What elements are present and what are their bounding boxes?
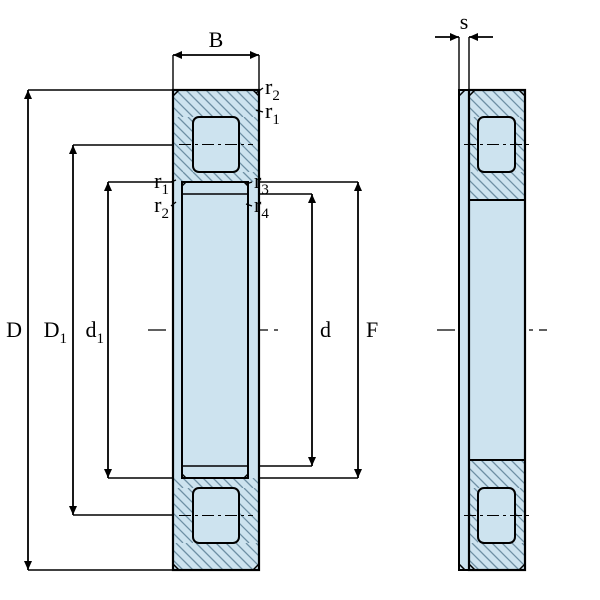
dim-d: d <box>320 317 331 342</box>
dim-F: F <box>366 317 378 342</box>
dim-s: s <box>460 9 469 34</box>
dim-B: B <box>209 27 224 52</box>
dim-d1: d1 <box>86 317 105 347</box>
dim-D: D <box>6 317 22 342</box>
dim-D1: D1 <box>44 317 67 347</box>
